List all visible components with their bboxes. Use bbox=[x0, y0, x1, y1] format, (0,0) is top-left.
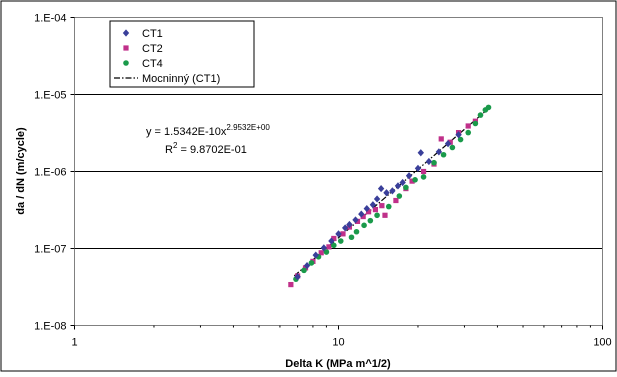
axes: 1.E-08 1.E-07 1.E-06 1.E-05 1.E-04 1 10 100 bbox=[34, 13, 612, 349]
legend-marker-ct2 bbox=[123, 45, 129, 51]
data-point-ct2 bbox=[302, 265, 309, 271]
data-point-ct4 bbox=[374, 212, 380, 219]
data-point-ct1 bbox=[335, 230, 342, 238]
data-point-ct2 bbox=[382, 212, 388, 218]
data-point-ct4 bbox=[323, 249, 330, 255]
x-tick-label: 100 bbox=[593, 337, 611, 349]
data-point-ct4 bbox=[331, 242, 337, 249]
data-point-ct2 bbox=[409, 178, 415, 184]
data-point-ct1 bbox=[369, 201, 377, 209]
data-point-ct4 bbox=[348, 234, 355, 241]
data-point-ct2 bbox=[465, 123, 471, 129]
legend: CT1 CT2 CT4 Mocninný (CT1) bbox=[109, 20, 255, 88]
trendline-equation: y = 1.5342E-10x2.9532E+00 R2 = 9.8702E-0… bbox=[146, 123, 270, 156]
data-point-ct4 bbox=[353, 228, 360, 235]
data-point-ct1 bbox=[414, 164, 422, 172]
data-point-ct2 bbox=[326, 244, 332, 250]
data-point-ct1 bbox=[352, 216, 359, 224]
data-point-ct2 bbox=[438, 136, 444, 142]
data-point-ct2 bbox=[354, 218, 361, 224]
data-point-ct1 bbox=[346, 220, 353, 229]
y-tick-label: 1.E-04 bbox=[34, 13, 66, 25]
legend-label-ct4: CT4 bbox=[142, 58, 163, 70]
data-point-ct4 bbox=[472, 120, 479, 127]
data-point-ct4 bbox=[449, 144, 456, 151]
y-axis-title: da / dN (m/cycle) bbox=[15, 127, 27, 215]
data-point-ct1 bbox=[389, 187, 396, 195]
data-point-ct1 bbox=[425, 157, 433, 166]
legend-label-ct2: CT2 bbox=[142, 43, 163, 55]
data-point-ct1 bbox=[303, 261, 311, 270]
data-point-ct4 bbox=[385, 203, 392, 210]
y-tick-label: 1.E-05 bbox=[34, 90, 66, 102]
data-point-ct2 bbox=[288, 281, 294, 288]
y-tick-label: 1.E-08 bbox=[34, 321, 66, 333]
equation-text: y = 1.5342E-10x2.9532E+00 bbox=[146, 123, 270, 138]
data-point-ct2 bbox=[318, 250, 324, 256]
x-axis-title: Delta K (MPa m^1/2) bbox=[285, 358, 391, 370]
legend-box bbox=[109, 20, 255, 88]
data-point-ct4 bbox=[308, 260, 315, 266]
data-point-ct4 bbox=[361, 222, 367, 229]
data-point-ct1 bbox=[312, 251, 319, 259]
data-point-ct4 bbox=[412, 177, 418, 183]
data-point-ct1 bbox=[383, 189, 390, 197]
data-point-ct4 bbox=[403, 184, 409, 191]
data-points bbox=[288, 104, 492, 288]
data-point-ct4 bbox=[440, 151, 447, 158]
data-point-ct2 bbox=[331, 235, 337, 242]
data-point-ct1 bbox=[444, 140, 452, 148]
data-point-ct1 bbox=[320, 244, 328, 252]
legend-marker-ct4 bbox=[123, 60, 129, 66]
data-point-ct2 bbox=[372, 207, 379, 213]
data-point-ct4 bbox=[457, 136, 464, 143]
data-point-ct4 bbox=[465, 129, 472, 136]
data-point-ct4 bbox=[420, 174, 427, 180]
data-point-ct4 bbox=[431, 159, 437, 166]
data-point-ct4 bbox=[301, 267, 307, 274]
data-point-ct1 bbox=[399, 178, 406, 187]
data-point-ct1 bbox=[358, 210, 365, 218]
legend-marker-ct1 bbox=[122, 29, 130, 37]
data-point-ct4 bbox=[396, 193, 403, 199]
data-point-ct1 bbox=[394, 182, 402, 190]
data-point-ct2 bbox=[360, 213, 366, 220]
data-point-ct4 bbox=[477, 112, 484, 118]
data-point-ct1 bbox=[328, 237, 335, 245]
data-point-ct2 bbox=[340, 231, 346, 237]
data-point-ct1 bbox=[363, 204, 371, 213]
y-tick-label: 1.E-06 bbox=[34, 167, 66, 179]
x-tick-label: 1 bbox=[71, 337, 77, 349]
legend-label-ct1: CT1 bbox=[142, 28, 163, 40]
data-point-ct1 bbox=[455, 131, 462, 139]
data-point-ct2 bbox=[420, 168, 427, 175]
data-point-ct4 bbox=[485, 104, 492, 111]
data-point-ct2 bbox=[365, 209, 372, 215]
data-point-ct1 bbox=[294, 273, 301, 281]
data-point-ct1 bbox=[377, 184, 385, 193]
r-squared-text: R2 = 9.8702E-01 bbox=[165, 141, 247, 156]
data-point-ct2 bbox=[447, 139, 453, 145]
data-point-ct1 bbox=[405, 172, 413, 180]
data-point-ct1 bbox=[417, 149, 425, 157]
y-tick-label: 1.E-07 bbox=[34, 244, 66, 256]
data-point-ct1 bbox=[373, 195, 381, 203]
legend-label-trendline: Mocninný (CT1) bbox=[142, 73, 220, 85]
data-point-ct1 bbox=[435, 148, 443, 156]
x-tick-label: 10 bbox=[332, 337, 344, 349]
data-point-ct1 bbox=[341, 224, 349, 232]
data-point-ct4 bbox=[337, 238, 344, 244]
data-point-ct2 bbox=[393, 197, 399, 204]
data-point-ct4 bbox=[367, 217, 374, 224]
data-point-ct2 bbox=[379, 203, 385, 209]
